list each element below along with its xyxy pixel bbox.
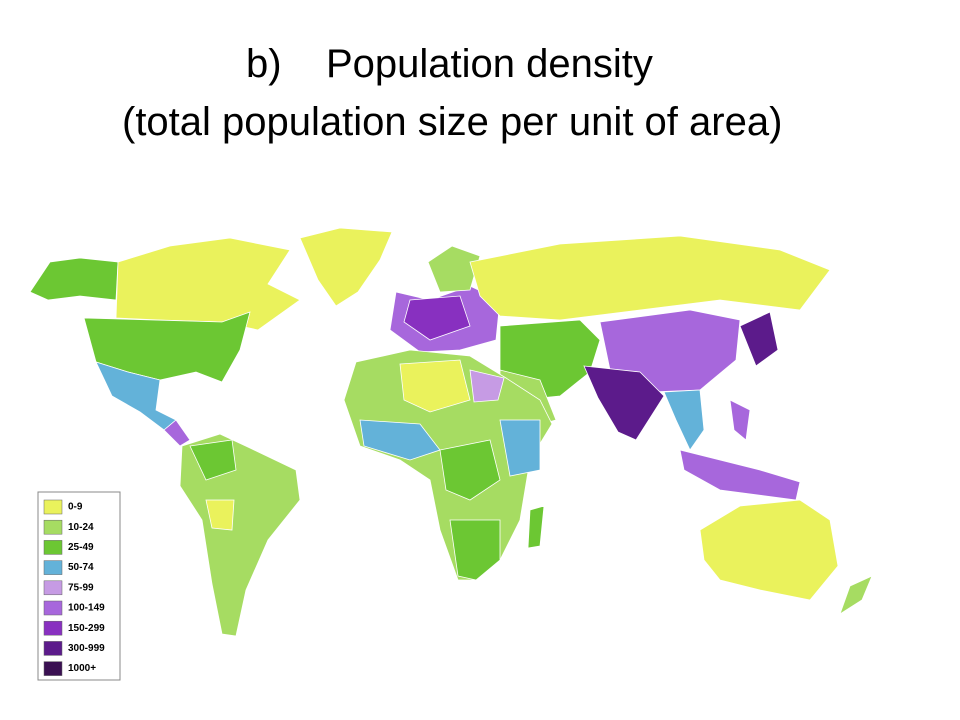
legend-swatch — [43, 661, 63, 676]
legend-swatch — [43, 641, 63, 656]
legend-swatch — [43, 540, 63, 555]
legend-label: 100-149 — [68, 603, 105, 614]
legend-label: 150-299 — [68, 623, 105, 634]
legend-swatch — [43, 560, 63, 575]
subtitle: (total population size per unit of area) — [122, 100, 783, 144]
legend-label: 0-9 — [68, 502, 83, 513]
legend-label: 75-99 — [68, 582, 94, 593]
legend-swatch — [43, 620, 63, 636]
legend-label: 10-24 — [68, 522, 94, 533]
legend-label: 1000+ — [68, 663, 96, 674]
legend-label: 300-999 — [68, 643, 105, 654]
legend-label: 50-74 — [68, 562, 94, 573]
legend-label: 25-49 — [68, 542, 94, 553]
title-label: b) — [246, 42, 282, 86]
legend: 0-9 10-24 25-49 50-74 75-99 100-149 150-299 300… — [43, 499, 105, 676]
legend-swatch — [43, 519, 63, 535]
world-map — [29, 227, 873, 637]
title: Population density — [326, 42, 653, 86]
legend-swatch — [43, 580, 63, 596]
legend-swatch — [43, 499, 63, 515]
legend-swatch — [43, 600, 63, 616]
